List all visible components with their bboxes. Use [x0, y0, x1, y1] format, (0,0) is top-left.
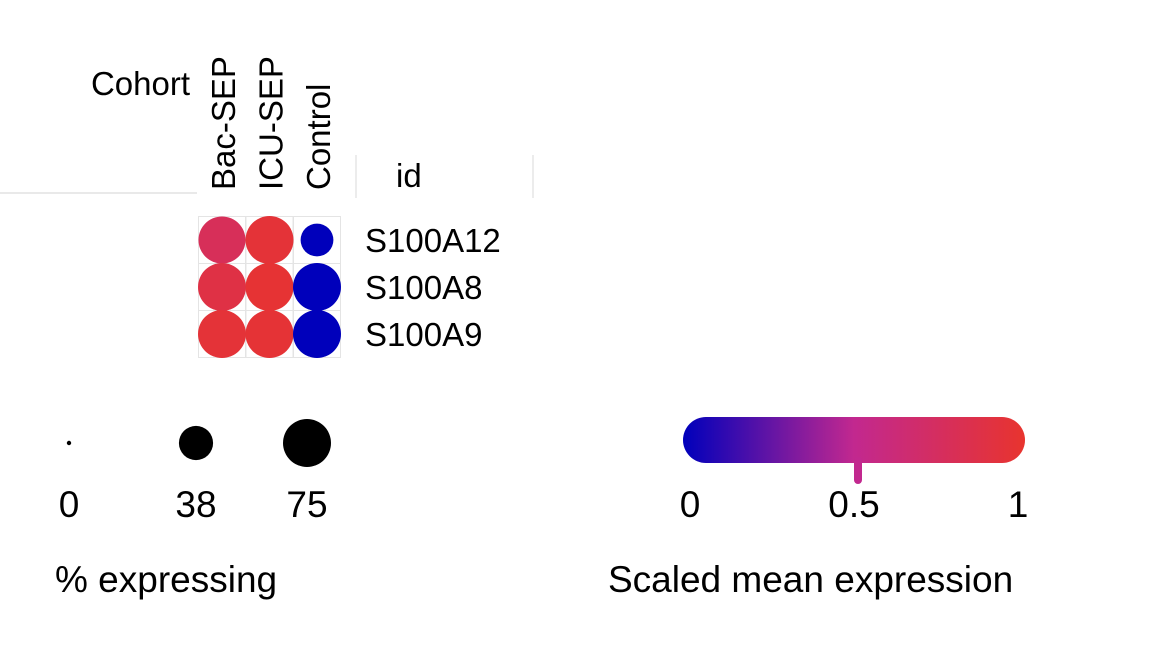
size-legend-label-75: 75 — [286, 484, 327, 525]
size-legend-label-0: 0 — [59, 484, 80, 525]
size-legend-dot-75 — [283, 419, 331, 467]
dot-s100a12-control — [300, 223, 334, 257]
row-label-s100a9: S100A9 — [365, 316, 482, 353]
dot-s100a9-control — [293, 310, 341, 358]
dot-s100a8-control — [293, 263, 341, 311]
size-legend-dot-0 — [66, 440, 72, 446]
dot-s100a8-icu-sep — [245, 263, 294, 311]
colorbar-tick-label-0: 0 — [680, 484, 701, 525]
dot-s100a12-bac-sep — [198, 216, 246, 264]
cohort-header-label: Cohort — [91, 65, 190, 102]
size-legend-label-38: 38 — [175, 484, 216, 525]
dot-s100a9-icu-sep — [245, 310, 294, 358]
id-header-label: id — [396, 157, 422, 194]
colorbar-tick-label-1: 1 — [1008, 484, 1029, 525]
dot-s100a9-bac-sep — [198, 310, 246, 358]
dot-s100a8-bac-sep — [198, 263, 246, 311]
size-legend-title: % expressing — [55, 559, 277, 600]
column-label-control: Control — [300, 84, 337, 190]
colorbar — [683, 417, 1025, 463]
size-legend-dot-38 — [178, 425, 214, 461]
column-label-bac-sep: Bac-SEP — [205, 56, 242, 190]
row-label-s100a12: S100A12 — [365, 222, 501, 259]
colorbar-tick-label-0-5: 0.5 — [828, 484, 879, 525]
column-label-icu-sep: ICU-SEP — [253, 56, 290, 190]
dot-s100a12-icu-sep — [245, 216, 294, 264]
color-legend-title: Scaled mean expression — [608, 559, 1013, 600]
row-label-s100a8: S100A8 — [365, 269, 482, 306]
